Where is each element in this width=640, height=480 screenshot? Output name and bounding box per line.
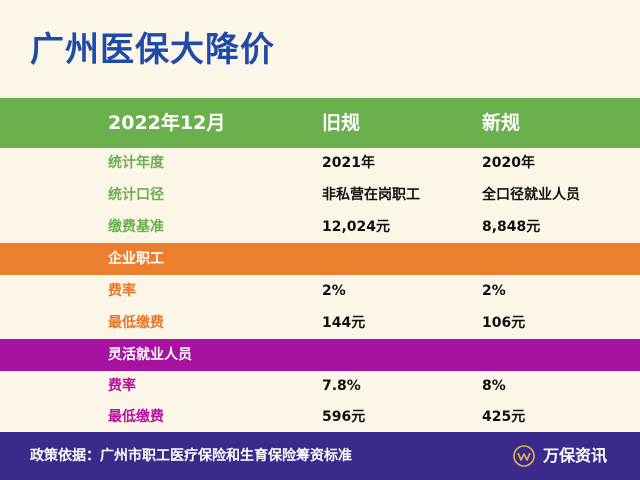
table-row: 费率 2% 2% xyxy=(0,276,640,306)
section-header-flexible: 灵活就业人员 xyxy=(0,339,640,371)
section-title: 企业职工 xyxy=(108,251,164,267)
page-title: 广州医保大降价 xyxy=(30,30,275,70)
table-row: 最低缴费 596元 425元 xyxy=(0,402,640,432)
row-label: 最低缴费 xyxy=(108,315,164,331)
row-label: 费率 xyxy=(108,378,136,394)
table-row: 最低缴费 144元 106元 xyxy=(0,308,640,338)
row-new-value: 425元 xyxy=(482,409,526,425)
table-row: 统计口径 非私营在岗职工 全口径就业人员 xyxy=(0,180,640,210)
row-old-value: 2021年 xyxy=(322,155,375,171)
row-old-value: 2% xyxy=(322,283,346,299)
row-old-value: 非私营在岗职工 xyxy=(322,187,420,203)
header-old: 旧规 xyxy=(322,112,361,134)
table-header: 2022年12月 旧规 新规 xyxy=(0,98,640,148)
row-label: 费率 xyxy=(108,283,136,299)
policy-note: 政策依据：广州市职工医疗保险和生育保险筹资标准 xyxy=(30,448,352,464)
table-row: 缴费基准 12,024元 8,848元 xyxy=(0,212,640,242)
brand-logo-icon xyxy=(513,445,535,467)
row-new-value: 全口径就业人员 xyxy=(482,187,580,203)
table-row: 费率 7.8% 8% xyxy=(0,371,640,401)
row-old-value: 12,024元 xyxy=(322,219,391,235)
section-header-enterprise: 企业职工 xyxy=(0,243,640,275)
row-new-value: 8% xyxy=(482,378,506,394)
row-old-value: 144元 xyxy=(322,315,366,331)
row-label: 缴费基准 xyxy=(108,219,164,235)
row-new-value: 106元 xyxy=(482,315,526,331)
header-new: 新规 xyxy=(482,112,521,134)
table-row: 统计年度 2021年 2020年 xyxy=(0,148,640,178)
brand-name: 万保资讯 xyxy=(543,446,608,465)
row-old-value: 596元 xyxy=(322,409,366,425)
section-title: 灵活就业人员 xyxy=(108,347,192,363)
header-period: 2022年12月 xyxy=(108,112,226,134)
row-label: 统计年度 xyxy=(108,155,164,171)
row-old-value: 7.8% xyxy=(322,378,361,394)
row-new-value: 2020年 xyxy=(482,155,535,171)
footer-bar: 政策依据：广州市职工医疗保险和生育保险筹资标准 万保资讯 xyxy=(0,432,640,480)
row-new-value: 8,848元 xyxy=(482,219,541,235)
row-new-value: 2% xyxy=(482,283,506,299)
row-label: 统计口径 xyxy=(108,187,164,203)
row-label: 最低缴费 xyxy=(108,409,164,425)
